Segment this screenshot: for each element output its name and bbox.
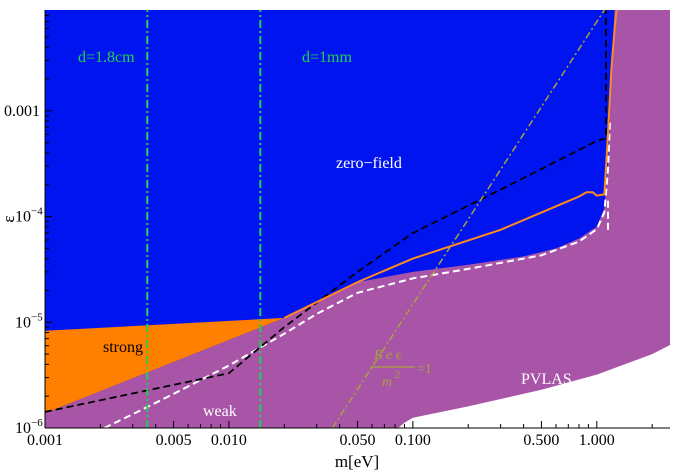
label-pvlas: PVLAS	[521, 371, 572, 388]
pvlas-region	[45, 10, 670, 428]
y-axis-ticks: 10−6 10−5 10−4 0.001	[4, 14, 52, 437]
formula-equals: =1	[417, 362, 432, 377]
formula-denominator: m	[382, 375, 392, 390]
x-tick-label: 0.010	[211, 432, 247, 449]
series-weak	[103, 121, 611, 428]
y-tick-label: 10−5	[15, 311, 43, 331]
formula-numerator: B e ϵ	[374, 348, 403, 363]
series-orange-line	[283, 10, 618, 319]
x-tick-label: 0.100	[395, 432, 431, 449]
pvlas-lower-white-region	[398, 345, 670, 428]
series-layer	[45, 10, 618, 428]
label-strong: strong	[103, 339, 143, 356]
x-tick-label: 0.050	[340, 432, 376, 449]
label-zero-field: zero−field	[336, 155, 402, 172]
y-tick-label: 0.001	[4, 103, 40, 120]
x-axis-ticks: 0.001 0.005 0.010 0.050 0.100 0.500 1.000	[27, 421, 653, 449]
x-tick-label: 1.000	[579, 432, 615, 449]
series-black-dashed	[45, 10, 607, 413]
y-axis-label: ε	[0, 215, 18, 222]
x-tick-label: 0.001	[27, 432, 63, 449]
plot-area	[45, 10, 670, 428]
y-tick-label: 10−4	[15, 206, 43, 226]
label-d-1mm: d=1mm	[302, 49, 352, 66]
x-tick-label: 0.500	[523, 432, 559, 449]
label-d-1.8cm: d=1.8cm	[78, 49, 135, 66]
y-tick-label: 10−6	[15, 417, 43, 437]
x-axis-label: m[eV]	[335, 452, 379, 471]
formula-denominator-superscript: 2	[395, 370, 400, 381]
label-weak: weak	[203, 403, 237, 420]
series-be-m-1	[331, 10, 606, 428]
formula-annotation: B e ϵ m 2 =1	[370, 348, 432, 390]
x-tick-label: 0.005	[156, 432, 192, 449]
strong-region	[45, 317, 285, 414]
